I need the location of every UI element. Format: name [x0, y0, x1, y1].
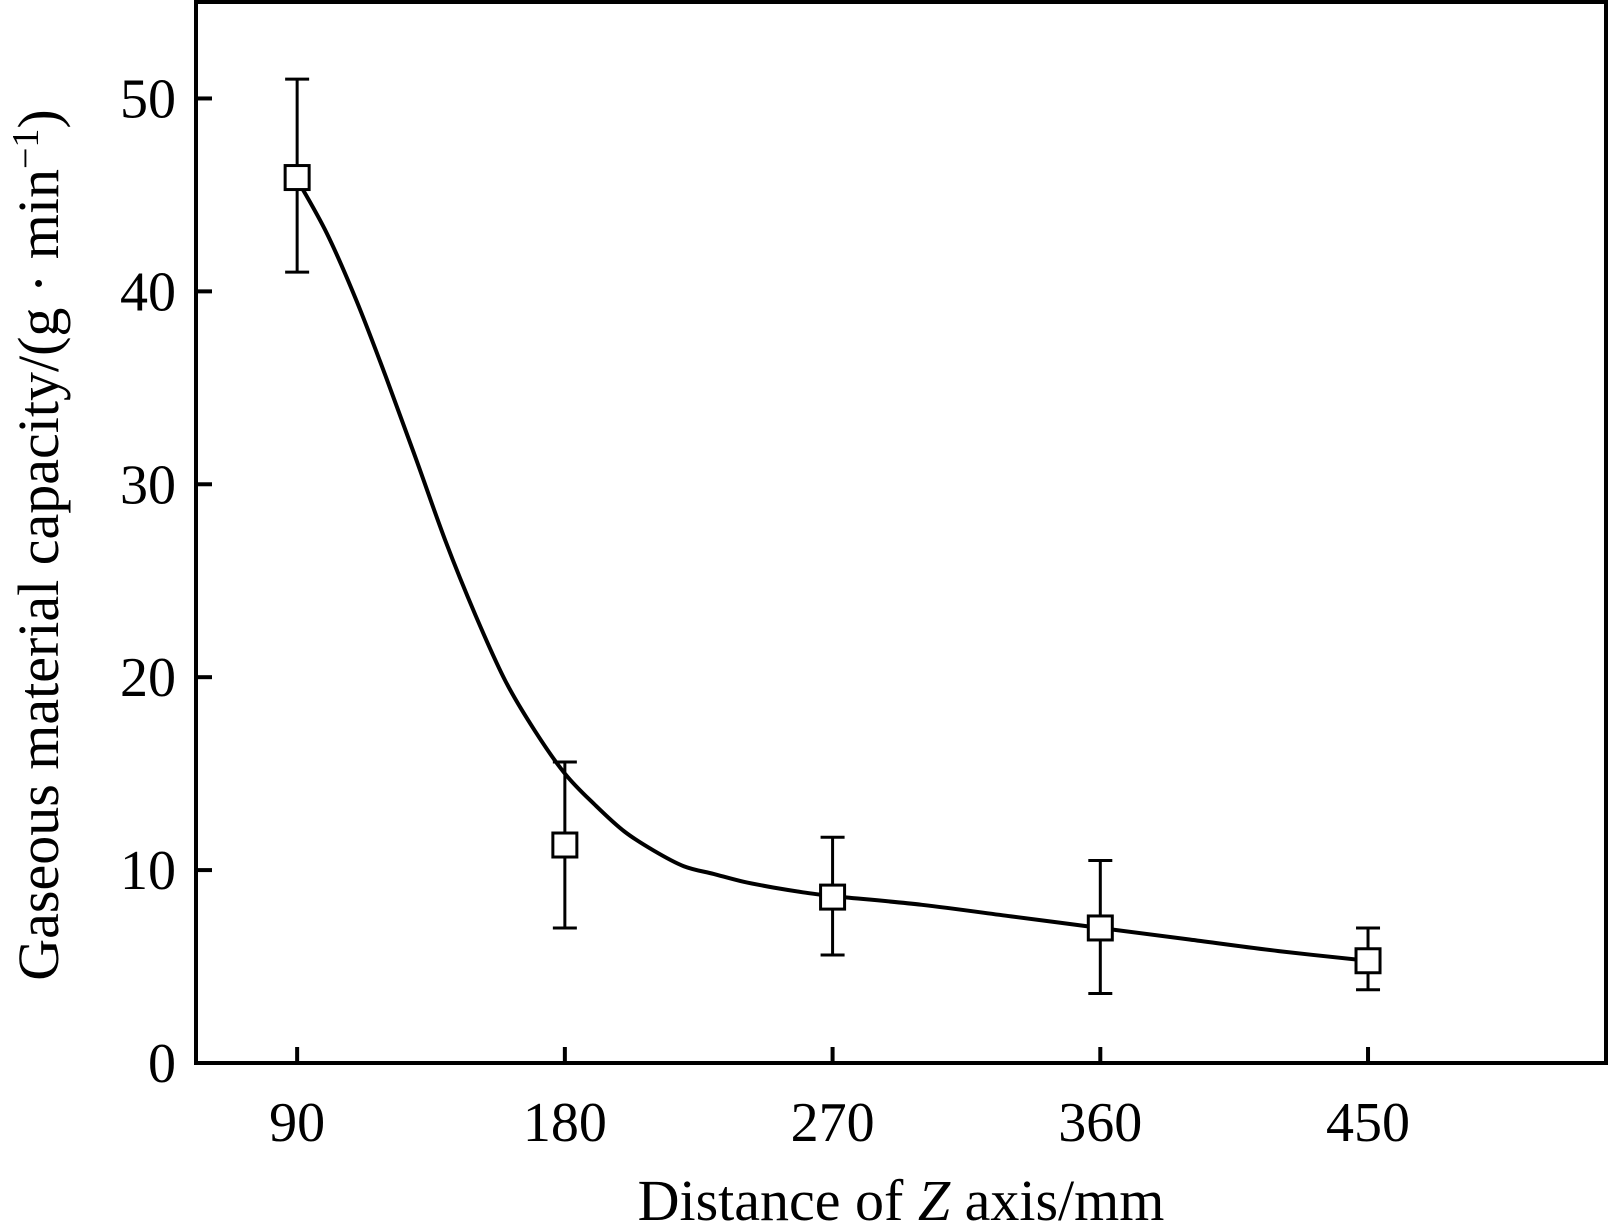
y-tick-label: 30	[120, 454, 176, 516]
y-tick-label: 50	[120, 68, 176, 130]
x-axis-label-suffix: axis/mm	[950, 1168, 1164, 1227]
y-axis-label-main: Gaseous material capacity/(g · min	[6, 169, 71, 981]
fit-curve-layer	[295, 178, 1369, 963]
x-tick-label: 180	[523, 1092, 607, 1154]
data-point-marker	[1354, 947, 1382, 975]
data-point-marker	[551, 831, 579, 859]
data-point-marker	[1086, 914, 1114, 942]
y-axis-label-superscript: −1	[5, 129, 47, 169]
y-axis-ticks: 0 10 20 30 40 50	[120, 68, 212, 1095]
y-tick-label: 20	[120, 647, 176, 709]
plot-frame	[194, 0, 1608, 1065]
x-tick-label: 360	[1058, 1092, 1142, 1154]
y-axis-label-close: )	[6, 109, 71, 128]
fit-curve	[295, 178, 1369, 963]
data-point-marker	[283, 164, 311, 192]
x-tick-label: 90	[269, 1092, 325, 1154]
x-tick-label: 270	[791, 1092, 875, 1154]
y-axis-label: Gaseous material capacity/(g · min−1)	[5, 109, 71, 980]
y-tick-label: 40	[120, 261, 176, 323]
x-axis-label: Distance of Z axis/mm	[638, 1168, 1165, 1227]
data-point-marker	[819, 883, 847, 911]
y-tick-label: 10	[120, 840, 176, 902]
data-points	[283, 164, 1382, 975]
x-axis-label-prefix: Distance of	[638, 1168, 918, 1227]
x-tick-label: 450	[1326, 1092, 1410, 1154]
y-tick-label: 0	[148, 1033, 176, 1095]
error-bars	[285, 77, 1381, 996]
x-axis-ticks: 90 180 270 360 450	[269, 1047, 1410, 1154]
x-axis-label-italic: Z	[918, 1168, 951, 1227]
